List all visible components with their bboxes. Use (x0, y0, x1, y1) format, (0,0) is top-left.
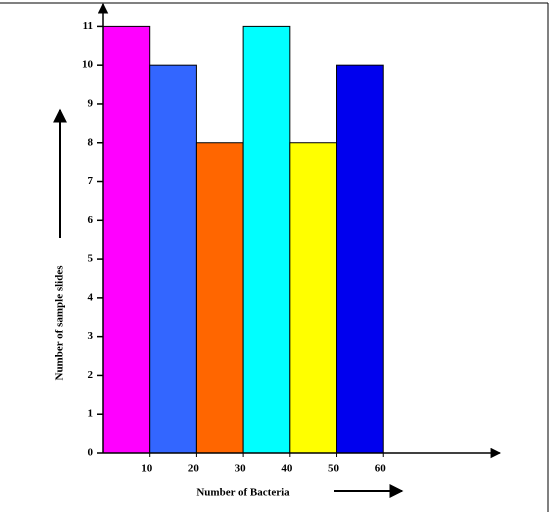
y-tick-label: 5 (88, 253, 94, 265)
y-axis-label: Number of sample slides (54, 265, 66, 381)
y-tick-label: 8 (88, 136, 94, 148)
bar (242, 25, 291, 454)
bar (336, 64, 384, 454)
y-tick-label: 2 (88, 369, 94, 381)
x-tick-label: 30 (235, 463, 247, 475)
y-tick-label: 0 (88, 447, 94, 459)
x-tick-label: 40 (281, 463, 293, 475)
y-tick-label: 11 (83, 20, 93, 32)
y-tick-label: 6 (88, 214, 94, 226)
x-tick-label: 50 (328, 463, 340, 475)
x-tick-label: 20 (188, 463, 200, 475)
x-tick-label: 60 (375, 463, 387, 475)
x-tick-label: 10 (141, 463, 153, 475)
bar (102, 25, 151, 454)
y-tick-label: 10 (82, 59, 94, 71)
y-tick-label: 3 (88, 330, 94, 342)
bar (289, 142, 338, 454)
y-tick-label: 7 (88, 175, 94, 187)
y-tick-label: 9 (88, 97, 94, 109)
bar (195, 142, 244, 454)
x-axis-label: Number of Bacteria (196, 487, 290, 499)
bar (149, 64, 197, 454)
y-tick-label: 4 (88, 291, 94, 303)
y-tick-label: 1 (88, 408, 94, 420)
